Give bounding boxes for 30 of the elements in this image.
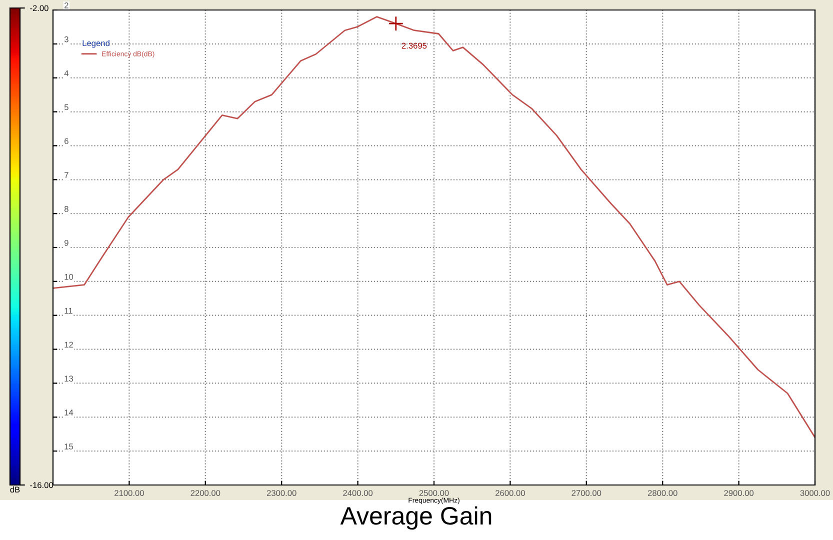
y-tick-label: 6 <box>64 138 68 144</box>
y-tick-label: 9 <box>64 240 68 246</box>
y-tick-label: 8 <box>64 206 68 212</box>
x-tick-label: 2900.00 <box>724 490 754 496</box>
x-tick-label: 2800.00 <box>648 490 678 496</box>
color-bar-title: dB <box>10 486 20 493</box>
x-tick-label: 2300.00 <box>266 490 296 496</box>
y-tick-label: 15 <box>64 444 74 450</box>
x-tick-label: 2500.00 <box>419 490 449 496</box>
y-tick-label: 3 <box>64 36 68 42</box>
y-tick-label: 7 <box>64 172 68 178</box>
color-bar-label: -2.00 <box>30 5 48 12</box>
y-tick-label: 14 <box>64 410 74 416</box>
x-tick-label: 2700.00 <box>572 490 602 496</box>
x-tick-label: 2600.00 <box>496 490 525 496</box>
x-tick-label: 3000.00 <box>800 490 830 496</box>
text: Average Gain <box>340 506 492 530</box>
y-tick-label: 10 <box>64 274 74 280</box>
y-tick-label: 13 <box>64 376 74 382</box>
x-tick-label: 2100.00 <box>114 490 144 496</box>
x-tick-label: 2200.00 <box>190 490 220 496</box>
y-tick-label: 5 <box>64 104 68 110</box>
y-tick-label: 12 <box>64 342 73 348</box>
y-tick-label: 11 <box>64 308 72 314</box>
x-tick-label: 2400.00 <box>343 490 373 496</box>
legend-title: Legend <box>82 40 110 48</box>
annotation: 2.3695 <box>402 42 427 49</box>
color-bar-label: -16.00 <box>30 482 54 488</box>
y-tick-label: 2 <box>64 2 68 8</box>
y-tick-label: 4 <box>64 70 68 76</box>
